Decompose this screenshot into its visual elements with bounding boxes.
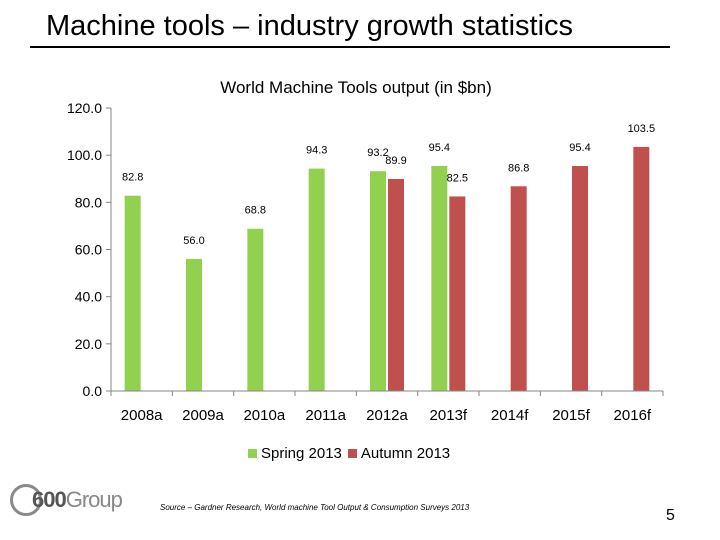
label-autumn-2015f: 95.4 (569, 142, 590, 154)
legend-label-autumn: Autumn 2013 (360, 445, 451, 462)
label-autumn-2013f: 82.5 (447, 172, 468, 184)
legend-swatch-autumn (347, 449, 357, 458)
x-tick-label: 2015f (552, 407, 590, 424)
legend-swatch-spring (248, 449, 257, 458)
label-spring-2013f: 95.4 (429, 142, 450, 154)
legend-label-spring: Spring 2013 (261, 445, 342, 462)
x-tick-label: 2014f (491, 407, 529, 424)
bars (124, 146, 650, 391)
y-tick-label: 60.0 (75, 242, 102, 258)
y-tick-label: 40.0 (75, 289, 102, 305)
bar-autumn-2015f (572, 166, 588, 391)
bar-autumn-2013f (449, 196, 466, 391)
x-tick-label: 2012a (366, 407, 408, 424)
legend-item-autumn: Autumn 2013 (347, 445, 451, 462)
bar-spring-2012a (370, 171, 386, 391)
bar-chart: World Machine Tools output (in $bn) 0.0 2… (67, 78, 664, 424)
label-spring-2010a: 68.8 (245, 205, 266, 217)
logo-ring-icon (10, 484, 42, 516)
data-labels: 82.8 56.0 68.8 94.3 93.2 95.4 89.9 82.5 86.8 95.4… (122, 123, 655, 247)
bar-autumn-2016f (633, 146, 650, 391)
x-tick-label: 2011a (305, 407, 346, 424)
bar-spring-2009a (186, 258, 202, 391)
logo-text: 600Group (32, 487, 123, 512)
y-tick-label: 80.0 (75, 194, 102, 210)
label-autumn-2014f: 86.8 (508, 162, 529, 174)
y-axis: 0.0 20.0 40.0 60.0 80.0 100.0 120.0 (67, 100, 112, 399)
y-tick-label: 120.0 (67, 100, 102, 116)
bar-spring-2011a (308, 168, 325, 391)
bar-autumn-2012a (388, 178, 404, 391)
x-tick-label: 2009a (182, 407, 224, 424)
y-tick-label: 100.0 (67, 147, 102, 163)
bar-spring-2013f (431, 166, 448, 391)
legend-item-spring: Spring 2013 (248, 445, 342, 462)
company-logo: 600Group (10, 484, 123, 516)
source-note: Source – Gardner Research, World machine… (160, 503, 470, 512)
bar-autumn-2014f (510, 186, 527, 391)
legend: Spring 2013 Autumn 2013 (248, 445, 456, 462)
x-axis: 2008a 2009a 2010a 2011a 2012a 2013f 2014f 2015f… (110, 390, 664, 424)
x-tick-label: 2016f (614, 407, 652, 424)
x-tick-label: 2010a (243, 407, 285, 424)
label-spring-2008a: 82.8 (122, 172, 143, 184)
slide-title: Machine tools – industry growth statisti… (46, 10, 574, 42)
label-spring-2009a: 56.0 (183, 235, 204, 247)
label-spring-2012a: 93.2 (367, 147, 388, 159)
x-tick-label: 2013f (430, 407, 468, 424)
y-tick-label: 0.0 (83, 383, 103, 399)
chart-title: World Machine Tools output (in $bn) (220, 78, 492, 97)
label-spring-2011a: 94.3 (306, 145, 327, 157)
bar-spring-2010a (247, 228, 264, 391)
bar-spring-2008a (124, 195, 141, 391)
label-autumn-2016f: 103.5 (628, 123, 656, 135)
page-number: 5 (666, 507, 675, 524)
y-tick-label: 20.0 (75, 336, 102, 352)
x-tick-label: 2008a (121, 407, 163, 424)
label-autumn-2012a: 89.9 (385, 155, 406, 167)
title-rule (30, 46, 670, 48)
